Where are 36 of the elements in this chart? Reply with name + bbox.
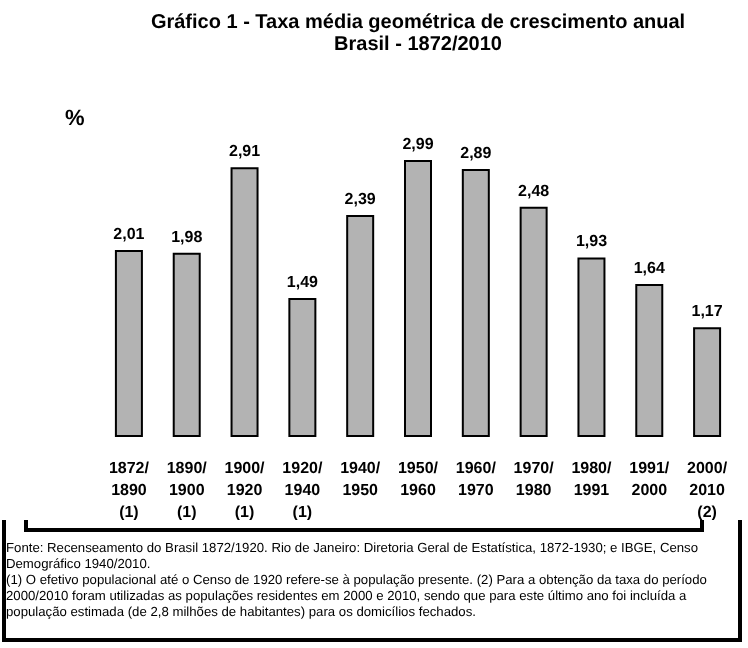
bar — [519, 206, 548, 437]
bar — [635, 284, 664, 437]
x-tick-label: 1920/1940 (1) — [282, 459, 324, 521]
data-label: 2,48 — [518, 181, 551, 200]
bar — [230, 167, 259, 437]
x-tick-label: 1960/1970 — [455, 459, 498, 499]
x-tick-label: 1900/1920 (1) — [224, 459, 267, 521]
bar — [288, 297, 317, 437]
x-tick-label: 1940/1950 — [340, 459, 382, 499]
x-tick-label: 1950/1960 — [397, 459, 440, 499]
y-axis-title: % — [65, 107, 85, 131]
data-label: 1,49 — [286, 272, 320, 291]
data-label: 2,01 — [113, 225, 146, 244]
x-tick-label: 1872/1890 (1) — [108, 459, 151, 521]
chart-subtitle: Brasil - 1872/2010 — [334, 34, 503, 56]
x-tick-label: 1980/1991 — [571, 459, 614, 499]
x-tick-label: 1991/2000 — [629, 459, 671, 499]
data-label: 2,39 — [344, 190, 377, 209]
data-label: 1,98 — [171, 227, 204, 246]
x-tick-label: 1890/1900 (1) — [166, 459, 209, 521]
bar — [404, 159, 432, 437]
data-label: 2,91 — [228, 142, 262, 161]
bar — [577, 257, 606, 437]
bar — [114, 250, 143, 437]
bar — [346, 215, 375, 437]
x-tick-label: 2000/2010 (2) — [687, 459, 729, 521]
data-label: 1,17 — [691, 302, 724, 321]
data-label: 1,64 — [633, 259, 666, 278]
data-label: 2,89 — [460, 144, 493, 163]
bar — [172, 252, 201, 437]
x-tick-label: 1970/1980 — [513, 459, 556, 499]
data-label: 2,99 — [402, 134, 435, 153]
bar — [693, 327, 722, 437]
data-label: 1,93 — [575, 232, 609, 251]
bar — [461, 169, 490, 437]
chart-title: Gráfico 1 - Taxa média geométrica de crescimento anual — [150, 12, 686, 34]
